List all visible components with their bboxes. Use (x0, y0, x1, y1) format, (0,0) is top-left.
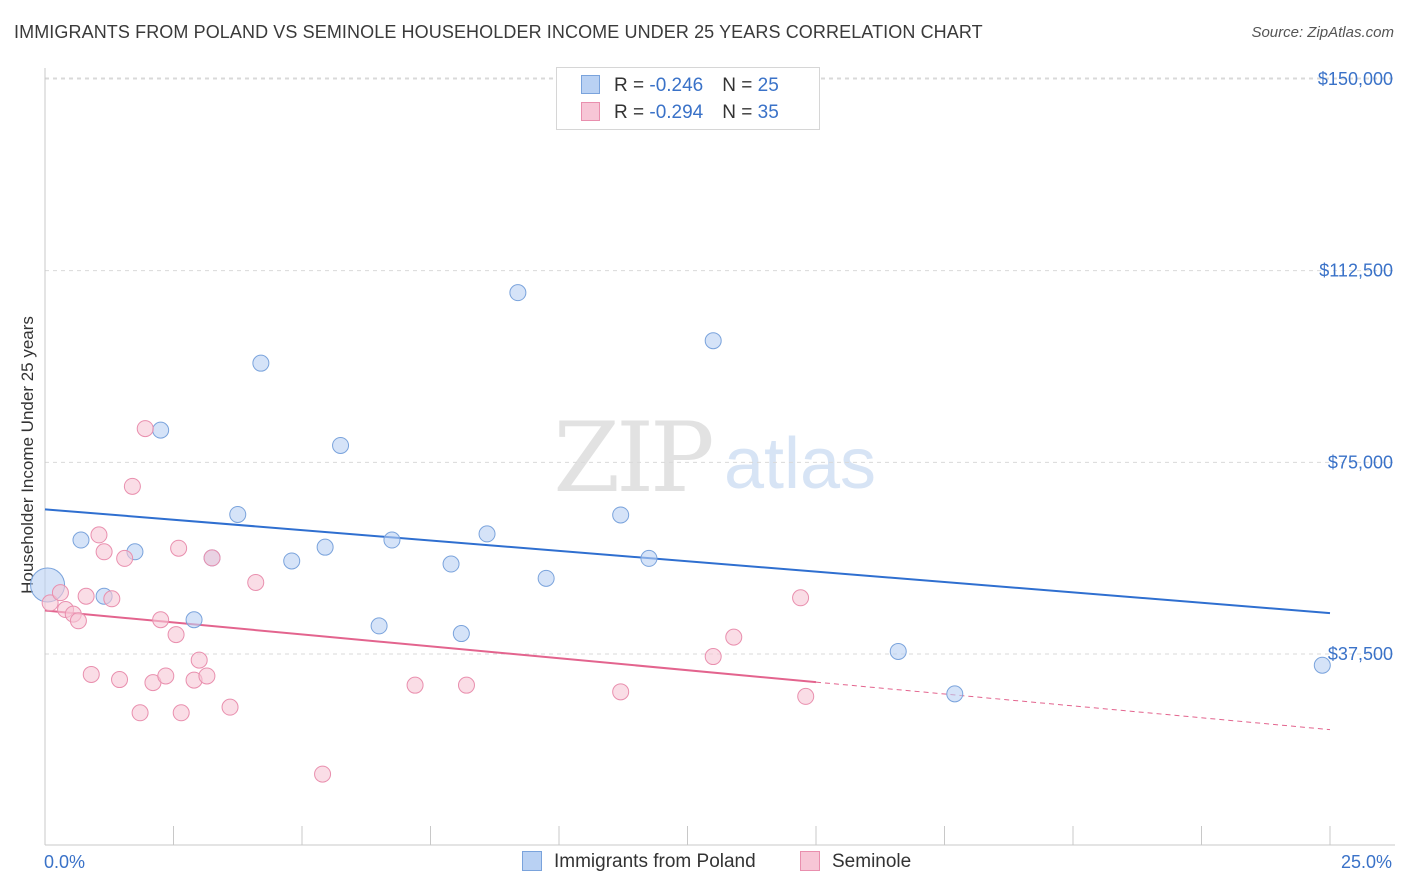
legend-swatch-blue (522, 851, 542, 871)
point-seminole (797, 687, 815, 705)
point-poland (509, 284, 527, 302)
point-seminole (157, 667, 175, 685)
pink-swatch (581, 102, 600, 121)
trend-lines (44, 508, 1331, 731)
point-seminole (69, 612, 87, 630)
y-tick-label: $150,000 (1318, 69, 1393, 89)
point-seminole (152, 611, 170, 629)
point-poland (383, 531, 401, 549)
watermark-zip: ZIP (553, 402, 712, 514)
point-seminole (247, 573, 265, 591)
r-label: R = (614, 102, 650, 123)
point-seminole (172, 704, 190, 722)
point-poland (72, 531, 90, 549)
point-seminole (406, 676, 424, 694)
point-seminole (82, 665, 100, 683)
point-seminole (725, 628, 743, 646)
point-seminole (123, 477, 141, 495)
n-value: 35 (757, 102, 779, 123)
y-tick-label: $112,500 (1319, 261, 1393, 281)
point-seminole (198, 667, 216, 685)
point-poland (370, 617, 388, 635)
point-seminole (704, 648, 722, 666)
point-seminole (203, 549, 221, 567)
stats-row-seminole: R = -0.294 N = 35 (581, 102, 779, 128)
point-seminole (51, 584, 69, 602)
point-seminole (792, 589, 810, 607)
r-value: -0.246 (649, 75, 704, 96)
x-tick-label-min: 0.0% (44, 852, 86, 872)
blue-swatch (581, 75, 600, 94)
n-label: N = (722, 75, 758, 96)
point-poland (478, 525, 496, 543)
point-poland (640, 549, 658, 567)
point-seminole (190, 651, 208, 669)
stats-row-poland: R = -0.246 N = 25 (581, 75, 779, 101)
trend-line-poland (44, 508, 1331, 615)
point-seminole (131, 704, 149, 722)
legend-label: Immigrants from Poland (554, 851, 756, 872)
point-poland (283, 552, 301, 570)
point-seminole (111, 671, 129, 689)
watermark-atlas: atlas (724, 424, 876, 504)
point-poland (442, 555, 460, 573)
y-tick-label: $75,000 (1328, 452, 1393, 472)
legend-label: Seminole (832, 851, 912, 872)
legend-item-poland[interactable]: Immigrants from Poland (522, 851, 756, 873)
point-seminole (90, 526, 108, 544)
point-seminole (95, 543, 113, 561)
point-poland (229, 505, 247, 523)
point-seminole (314, 765, 332, 783)
point-poland (704, 332, 722, 350)
point-poland (452, 625, 470, 643)
point-poland (1313, 656, 1331, 674)
legend-swatch-pink (800, 851, 820, 871)
point-seminole (221, 698, 239, 716)
n-value: 25 (757, 75, 779, 96)
point-seminole (167, 626, 185, 644)
y-tick-labels: $37,500 $75,000 $112,500 $150,000 (1318, 69, 1393, 664)
trend-line-seminole (44, 609, 817, 684)
point-poland (537, 569, 555, 587)
r-value: -0.294 (649, 102, 704, 123)
point-poland (946, 685, 964, 703)
point-poland (152, 421, 170, 439)
point-seminole (170, 539, 188, 557)
point-seminole (116, 549, 134, 567)
point-poland (316, 538, 334, 556)
source-label: Source: ZipAtlas.com (1251, 24, 1394, 41)
point-poland (889, 642, 907, 660)
point-poland (252, 354, 270, 372)
axes (44, 68, 1395, 846)
point-seminole (41, 594, 59, 612)
legend-item-seminole[interactable]: Seminole (800, 851, 911, 873)
point-seminole (612, 683, 630, 701)
point-poland (185, 611, 203, 629)
point-poland (612, 506, 630, 524)
n-label: N = (722, 102, 758, 123)
stats-box: R = -0.246 N = 25 R = -0.294 N = 35 (556, 67, 820, 130)
x-tick-label-max: 25.0% (1340, 852, 1392, 872)
r-label: R = (614, 75, 650, 96)
watermark: ZIP atlas (553, 402, 876, 514)
trend-line-extension (815, 681, 1331, 731)
chart-title: IMMIGRANTS FROM POLAND VS SEMINOLE HOUSE… (14, 22, 983, 42)
point-poland (332, 436, 350, 454)
point-seminole (77, 587, 95, 605)
data-points (30, 284, 1331, 783)
point-seminole (457, 676, 475, 694)
point-seminole (136, 420, 154, 438)
point-seminole (103, 590, 121, 608)
gridlines (45, 77, 1395, 655)
y-tick-label: $37,500 (1328, 644, 1393, 664)
